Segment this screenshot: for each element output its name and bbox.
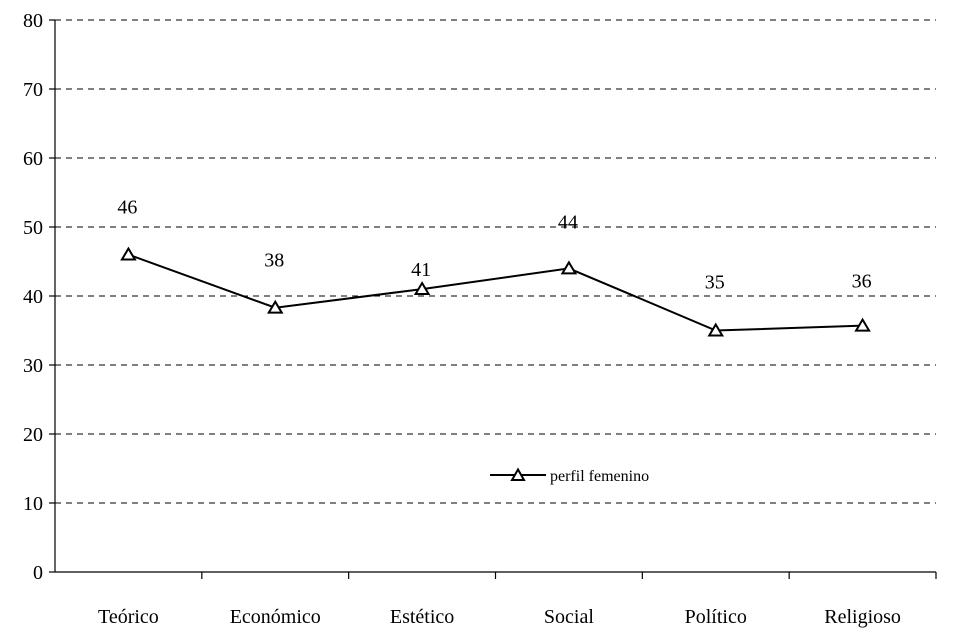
data-point-marker: [266, 299, 284, 314]
data-label: 46: [117, 197, 137, 219]
x-category-label: Religioso: [824, 606, 901, 628]
legend-marker: [510, 467, 526, 481]
y-tick-label: 40: [23, 286, 43, 308]
y-tick-labels: 0 10 20 30 40 50 60 70 80: [23, 10, 43, 584]
legend: perfil femenino: [490, 467, 649, 485]
x-category-label: Estético: [390, 606, 454, 628]
y-tick-label: 0: [33, 562, 43, 584]
data-point-marker: [707, 322, 725, 337]
x-category-label: Económico: [230, 606, 321, 628]
data-label: 41: [411, 259, 431, 281]
axes: [49, 19, 937, 579]
data-point-marker: [413, 281, 431, 296]
legend-label: perfil femenino: [550, 468, 649, 485]
x-category-label: Político: [685, 606, 747, 628]
data-label: 44: [558, 211, 578, 233]
x-category-labels: Teórico Económico Estético Social Político Re…: [98, 606, 901, 628]
y-tick-label: 30: [23, 355, 43, 377]
data-point-marker: [854, 317, 871, 332]
data-point-marker: [560, 260, 578, 275]
y-tick-label: 80: [23, 10, 43, 32]
y-tick-label: 20: [23, 424, 43, 446]
series-line: [128, 253, 863, 332]
gridlines: [55, 19, 936, 504]
data-label: 35: [705, 272, 725, 294]
y-tick-label: 70: [23, 79, 43, 101]
x-category-label: Teórico: [98, 606, 159, 628]
data-point-marker: [120, 246, 137, 261]
y-tick-label: 50: [23, 217, 43, 239]
data-labels: 46 38 41 44 35 36: [117, 197, 871, 294]
data-label: 36: [852, 271, 872, 293]
y-tick-label: 10: [23, 493, 43, 515]
x-category-label: Social: [544, 606, 594, 628]
y-tick-label: 60: [23, 148, 43, 170]
data-label: 38: [264, 250, 284, 272]
series-perfil-femenino: [120, 246, 871, 337]
